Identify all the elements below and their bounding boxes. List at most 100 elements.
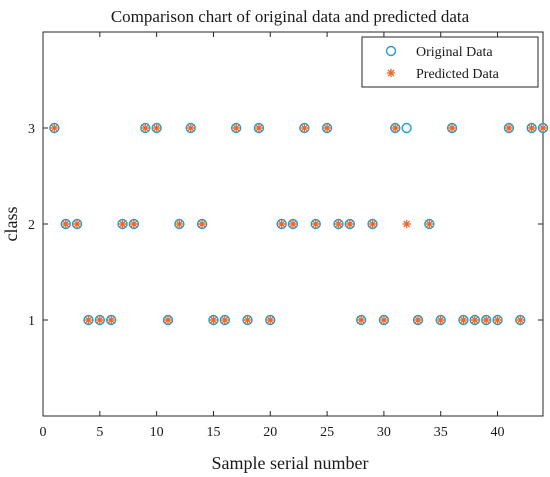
predicted-point: [436, 315, 445, 325]
asterisk-stroke: [425, 220, 433, 228]
predicted-point: [368, 219, 377, 229]
y-tick-label: 3: [28, 122, 35, 137]
predicted-point: [413, 315, 423, 325]
predicted-point: [72, 219, 82, 229]
original-point: [378, 314, 390, 326]
x-tick-label: 20: [263, 425, 277, 440]
asterisk-stroke: [266, 316, 274, 324]
asterisk-stroke: [73, 220, 81, 228]
asterisk-stroke: [403, 220, 411, 228]
asterisk-stroke: [119, 220, 127, 228]
predicted-point: [391, 123, 400, 133]
y-axis-label: class: [1, 207, 21, 242]
predicted-point: [243, 315, 252, 325]
x-tick-label: 30: [377, 425, 391, 440]
predicted-point: [220, 315, 230, 325]
asterisk-stroke: [357, 316, 365, 324]
original-point: [185, 122, 196, 134]
asterisk-stroke: [505, 124, 513, 132]
asterisk-stroke: [141, 124, 149, 132]
original-point: [469, 314, 481, 326]
original-point: [333, 218, 344, 230]
predicted-point: [447, 123, 457, 133]
original-point: [355, 314, 367, 326]
series-original-data: [49, 122, 549, 326]
original-point: [140, 122, 151, 134]
y-tick-label: 1: [28, 314, 35, 329]
asterisk-stroke: [198, 220, 206, 228]
x-tick-label: 35: [434, 425, 448, 440]
predicted-point: [141, 123, 150, 133]
asterisk-stroke: [312, 220, 320, 228]
x-tick-label: 5: [96, 425, 103, 440]
legend-predicted-label: Predicted Data: [416, 67, 500, 82]
original-point: [526, 122, 537, 134]
legend-predicted-marker: [386, 68, 396, 78]
original-point: [253, 122, 265, 134]
original-point: [49, 122, 60, 134]
original-point: [321, 122, 333, 134]
asterisk-stroke: [516, 316, 524, 324]
predicted-point: [481, 315, 491, 325]
predicted-point: [527, 123, 536, 133]
asterisk-stroke: [50, 124, 58, 132]
predicted-point: [493, 315, 502, 325]
asterisk-stroke: [334, 220, 342, 228]
original-point: [60, 218, 71, 230]
asterisk-stroke: [187, 124, 195, 132]
predicted-point: [356, 315, 366, 325]
asterisk-stroke: [289, 220, 297, 228]
predicted-point: [322, 123, 332, 133]
predicted-point: [288, 219, 298, 229]
original-point: [83, 314, 94, 326]
predicted-point: [516, 315, 525, 325]
original-point: [458, 314, 469, 326]
asterisk-stroke: [369, 220, 377, 228]
original-point: [435, 314, 446, 326]
predicted-point: [209, 315, 218, 325]
predicted-point: [379, 315, 389, 325]
original-point: [94, 314, 106, 326]
predicted-point: [84, 315, 93, 325]
asterisk-stroke: [209, 316, 217, 324]
original-point: [537, 122, 549, 134]
legend-box: [361, 36, 539, 88]
original-point: [162, 314, 174, 326]
asterisk-stroke: [232, 124, 240, 132]
asterisk-stroke: [346, 220, 354, 228]
original-point: [310, 218, 321, 230]
y-tick-label: 2: [28, 218, 35, 233]
original-point: [515, 314, 526, 326]
predicted-point: [504, 123, 514, 133]
legend-asterisk: [386, 68, 396, 78]
predicted-point: [459, 315, 468, 325]
asterisk-stroke: [96, 316, 104, 324]
predicted-point: [231, 123, 241, 133]
original-point: [367, 218, 378, 230]
asterisk-stroke: [62, 220, 70, 228]
original-point: [287, 218, 299, 230]
asterisk-stroke: [528, 124, 536, 132]
asterisk-stroke: [437, 316, 445, 324]
predicted-point: [50, 123, 59, 133]
original-point: [174, 218, 185, 230]
predicted-point: [300, 123, 309, 133]
asterisk-stroke: [494, 316, 502, 324]
predicted-point: [106, 315, 116, 325]
predicted-point: [163, 315, 173, 325]
x-tick-label: 25: [320, 425, 334, 440]
asterisk-stroke: [84, 316, 92, 324]
predicted-point: [345, 219, 355, 229]
asterisk-stroke: [130, 220, 138, 228]
original-point: [492, 314, 503, 326]
original-point: [401, 122, 412, 134]
asterisk-stroke: [175, 220, 183, 228]
legend-original-marker: [385, 45, 397, 57]
asterisk-stroke: [244, 316, 252, 324]
predicted-point: [334, 219, 343, 229]
predicted-point: [425, 219, 434, 229]
original-point: [71, 218, 83, 230]
original-point: [412, 314, 424, 326]
asterisk-stroke: [107, 316, 115, 324]
